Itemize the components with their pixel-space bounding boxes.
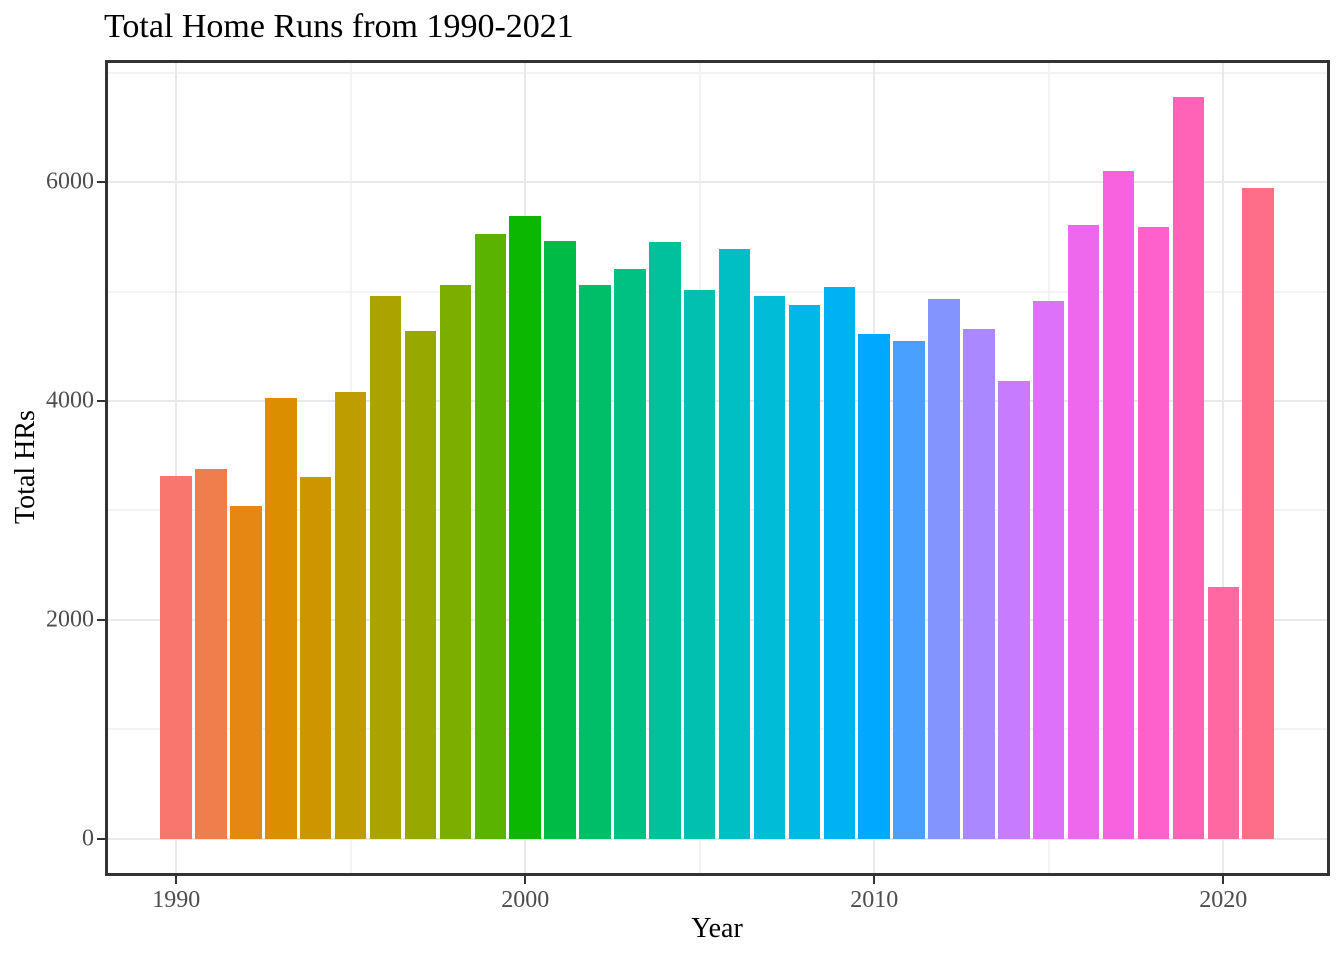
gridline-major-y-2000 [105, 618, 1330, 621]
bar-2010 [858, 333, 890, 839]
x-tick-label-2010: 2010 [850, 887, 899, 913]
bar-1994 [300, 476, 332, 839]
x-axis-tick-1990 [175, 876, 178, 884]
bar-2009 [823, 286, 855, 839]
y-tick-label-4000: 4000 [46, 387, 94, 414]
bar-2000 [509, 215, 541, 839]
gridline-minor-y-3000 [105, 509, 1330, 512]
x-tick-label-2020: 2020 [1199, 887, 1248, 913]
bar-2003 [614, 268, 646, 839]
y-axis-tick-4000 [97, 400, 105, 402]
bar-2006 [718, 249, 751, 839]
bar-1996 [369, 295, 402, 839]
plot-panel [105, 60, 1330, 876]
x-axis-title: Year [691, 913, 743, 944]
bar-1992 [230, 506, 262, 839]
bar-1993 [265, 397, 297, 839]
x-axis-tick-2010 [873, 876, 876, 884]
bar-2013 [963, 328, 995, 839]
bar-2011 [893, 340, 925, 839]
x-axis-tick-2000 [524, 876, 527, 884]
y-axis-tick-0 [97, 837, 105, 840]
bar-2008 [788, 304, 821, 839]
bar-2018 [1137, 227, 1170, 839]
y-tick-label-0: 0 [82, 825, 94, 852]
chart-title: Total Home Runs from 1990-2021 [104, 8, 574, 45]
bar-2007 [753, 296, 786, 839]
gridline-minor-y-5000 [105, 290, 1330, 293]
y-axis-tick-6000 [97, 181, 105, 184]
bar-2012 [928, 298, 960, 839]
bar-layer [105, 60, 1330, 876]
bar-2017 [1102, 170, 1135, 839]
bar-2014 [998, 380, 1030, 839]
bar-2015 [1032, 301, 1065, 839]
y-tick-label-2000: 2000 [46, 606, 94, 633]
bar-2016 [1067, 224, 1100, 839]
bar-2020 [1207, 586, 1239, 839]
bar-2004 [649, 242, 681, 839]
bar-1990 [160, 475, 192, 839]
gridline-major-x-2020 [1222, 60, 1225, 876]
bar-1999 [474, 233, 506, 839]
y-tick-label-6000: 6000 [46, 168, 94, 195]
bar-1995 [334, 392, 367, 839]
gridline-major-x-1990 [175, 60, 178, 876]
y-axis-tick-2000 [97, 618, 105, 621]
bar-1997 [404, 330, 437, 839]
bar-1998 [439, 284, 472, 839]
gridline-major-y-6000 [105, 181, 1330, 184]
gridline-major-y-4000 [105, 400, 1330, 402]
bar-2002 [579, 285, 611, 839]
x-axis-tick-2020 [1222, 876, 1225, 884]
x-tick-label-1990: 1990 [152, 887, 201, 913]
bar-2021 [1242, 188, 1274, 839]
gridline-minor-y-1000 [105, 728, 1330, 731]
x-tick-label-2000: 2000 [501, 887, 550, 913]
bar-2019 [1172, 97, 1204, 839]
gridline-major-y-0 [105, 837, 1330, 840]
bar-2005 [683, 289, 716, 839]
bar-2001 [544, 241, 576, 839]
y-axis-title: Total HRs [10, 410, 41, 524]
gridline-minor-y-7000 [105, 71, 1330, 74]
bar-1991 [195, 468, 227, 839]
